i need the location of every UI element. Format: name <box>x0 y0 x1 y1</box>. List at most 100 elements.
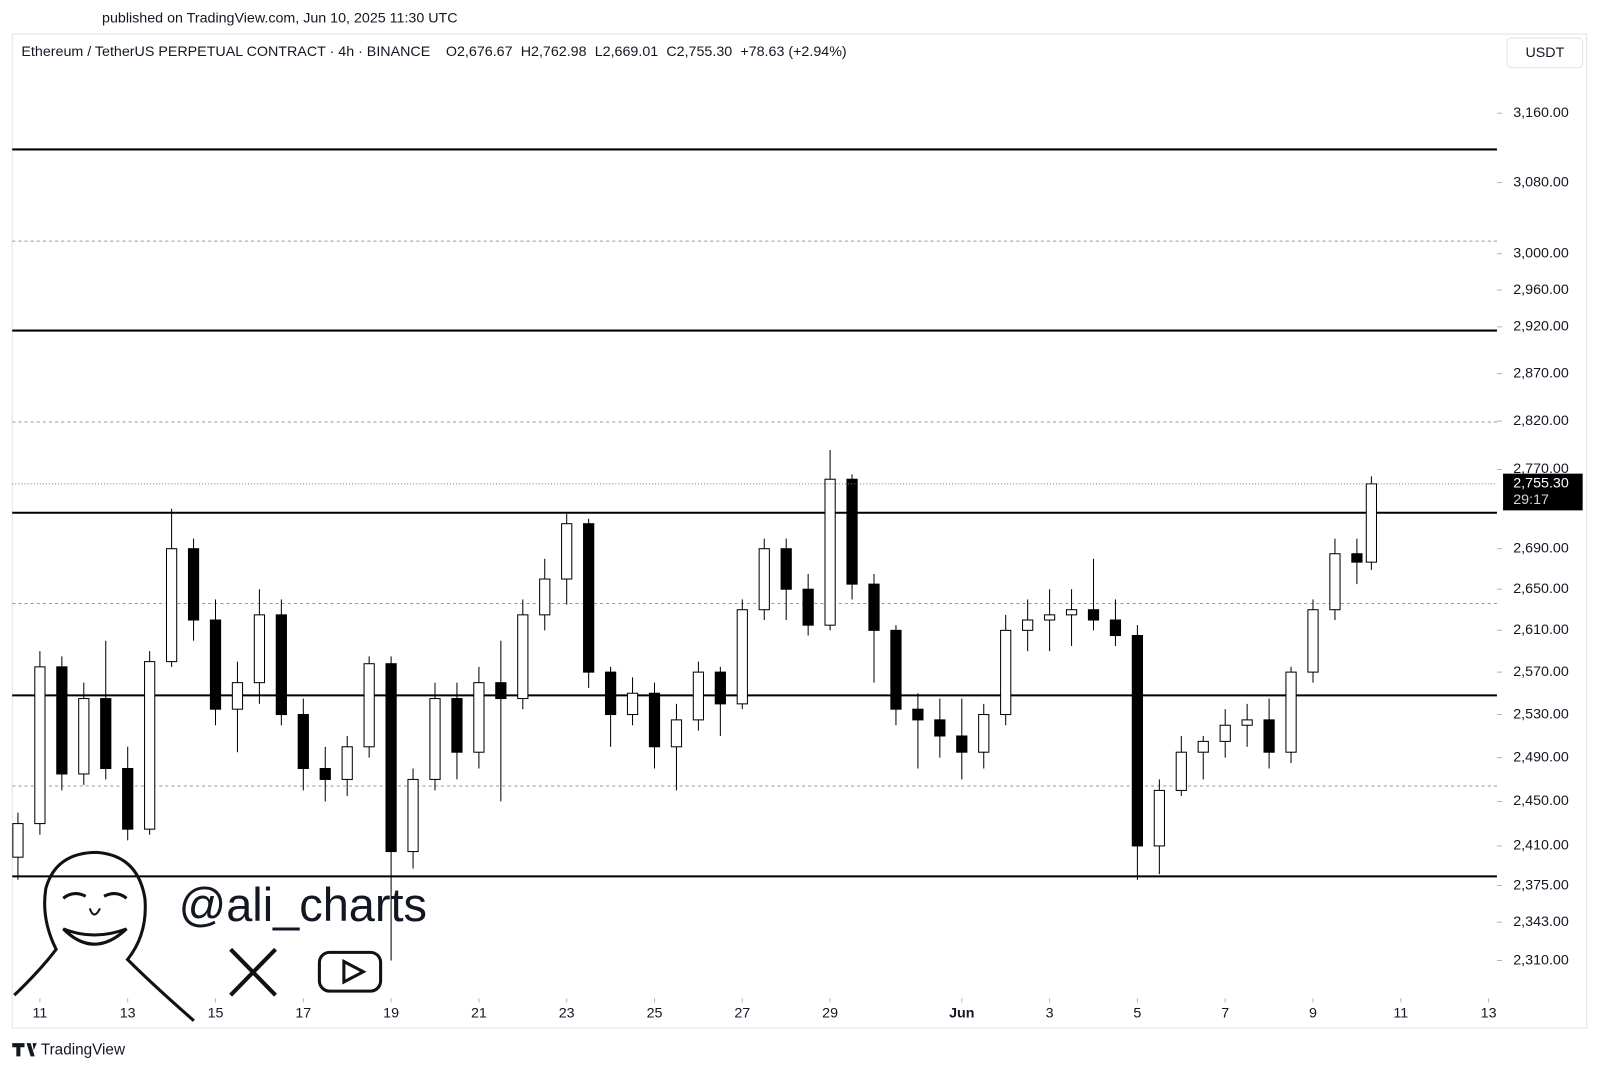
tradingview-logo <box>12 1043 37 1057</box>
candle-body <box>1043 614 1056 621</box>
candle-body <box>429 698 441 780</box>
footer-brand: TradingView <box>41 1041 126 1058</box>
x-tick-label: Jun <box>949 1005 974 1021</box>
candle-body <box>802 588 814 626</box>
candle-body <box>1175 751 1187 791</box>
ohlc-value: H2,762.98 <box>521 44 587 60</box>
y-tick-label: 2,610.00 <box>1513 622 1569 638</box>
candle-body <box>912 708 924 721</box>
candle-body <box>253 614 266 684</box>
candle-body <box>934 719 946 737</box>
y-tick-label: 2,310.00 <box>1513 952 1569 968</box>
candle-body <box>1109 619 1122 637</box>
candle-body <box>100 698 112 770</box>
candle-body <box>1307 609 1319 673</box>
candle-body <box>122 768 134 830</box>
candle-body <box>385 663 397 853</box>
candle-body <box>473 682 485 753</box>
ohlc-value: O2,676.67 <box>446 44 513 60</box>
candle-body <box>1365 483 1377 563</box>
candle-body <box>451 698 463 753</box>
candle-body <box>1153 789 1165 847</box>
candle-body <box>890 629 902 710</box>
x-tick-label: 17 <box>295 1005 311 1021</box>
youtube-logo <box>317 950 383 993</box>
avatar-nose <box>88 907 101 916</box>
avatar-smile <box>62 927 128 946</box>
x-logo <box>229 947 277 997</box>
candle-body <box>1000 629 1012 716</box>
y-tick-label: 3,080.00 <box>1513 174 1569 190</box>
candle-body <box>517 614 529 700</box>
y-tick-label: 3,160.00 <box>1513 105 1569 121</box>
candle-body <box>583 523 595 673</box>
watermark: @ali_charts <box>13 850 427 1022</box>
x-tick-label: 21 <box>471 1005 487 1021</box>
candle-body <box>1351 553 1363 563</box>
x-tick-label: 23 <box>559 1005 575 1021</box>
x-tick-label: 11 <box>1393 1005 1408 1021</box>
candle-body <box>231 682 244 710</box>
candle-body <box>407 778 419 853</box>
candle-body <box>1197 740 1209 753</box>
candle-body <box>1131 635 1144 847</box>
y-tick-label: 2,650.00 <box>1513 581 1569 597</box>
y-tick-label: 3,000.00 <box>1513 246 1569 262</box>
candle-body <box>956 735 968 753</box>
y-tick-label: 2,920.00 <box>1513 319 1569 335</box>
y-tick-label: 2,820.00 <box>1513 413 1569 429</box>
candle-body <box>12 823 24 858</box>
x-tick-label: 19 <box>383 1005 399 1021</box>
candle-body <box>34 666 46 825</box>
candle-body <box>670 719 683 748</box>
candle-body <box>495 682 507 700</box>
candle-body <box>187 548 200 621</box>
candle-body <box>692 671 705 721</box>
ohlc-value: L2,669.01 <box>595 44 659 60</box>
published-note: published on TradingView.com, Jun 10, 20… <box>102 10 458 26</box>
candle-body <box>539 578 551 616</box>
candle-body <box>1065 609 1078 616</box>
x-tick-label: 7 <box>1221 1005 1229 1021</box>
youtube-play <box>342 958 367 985</box>
candle-body <box>1087 609 1100 621</box>
candle-body <box>1285 671 1297 753</box>
candle-body <box>648 692 661 748</box>
candle-body <box>824 478 836 626</box>
candle-body <box>780 548 792 590</box>
candle-body <box>561 523 573 580</box>
candle-body <box>846 478 858 585</box>
watermark-handle: @ali_charts <box>179 879 427 931</box>
chart-frame <box>11 33 1588 1029</box>
candle-body <box>604 671 617 716</box>
x-tick-label: 25 <box>647 1005 663 1021</box>
candle-body <box>978 714 990 753</box>
x-tick-label: 29 <box>822 1005 838 1021</box>
candle-body <box>626 692 639 716</box>
y-tick-label: 2,410.00 <box>1513 838 1569 854</box>
currency-box <box>1506 37 1584 69</box>
avatar-outline <box>13 850 195 1022</box>
candle-body <box>1241 719 1253 726</box>
candle-body <box>165 548 178 663</box>
ohlc-legend: O2,676.67 H2,762.98 L2,669.01 C2,755.30 +78.… <box>446 44 847 60</box>
candle-body <box>209 619 222 710</box>
y-tick-label: 2,570.00 <box>1513 664 1569 680</box>
y-tick-label: 2,770.00 <box>1513 461 1569 477</box>
x-tick-label: 27 <box>734 1005 750 1021</box>
candle-body <box>1329 553 1341 611</box>
candle-body <box>868 583 880 631</box>
candle-body <box>144 661 156 830</box>
x-tick-label: 15 <box>208 1005 224 1021</box>
candle-body <box>319 768 331 780</box>
candle-body <box>56 666 68 775</box>
y-tick-label: 2,960.00 <box>1513 282 1569 298</box>
candle-body <box>363 663 375 748</box>
x-tick-label: 13 <box>1481 1005 1497 1021</box>
y-tick-label: 2,530.00 <box>1513 706 1569 722</box>
plot-area: 3,160.00 3,080.00 3,000.00 2,960.00 2,920.00… <box>12 105 1583 1021</box>
y-tick-label: 2,690.00 <box>1513 540 1569 556</box>
x-tick-label: 11 <box>32 1005 47 1021</box>
y-tick-label: 2,343.00 <box>1513 914 1569 930</box>
